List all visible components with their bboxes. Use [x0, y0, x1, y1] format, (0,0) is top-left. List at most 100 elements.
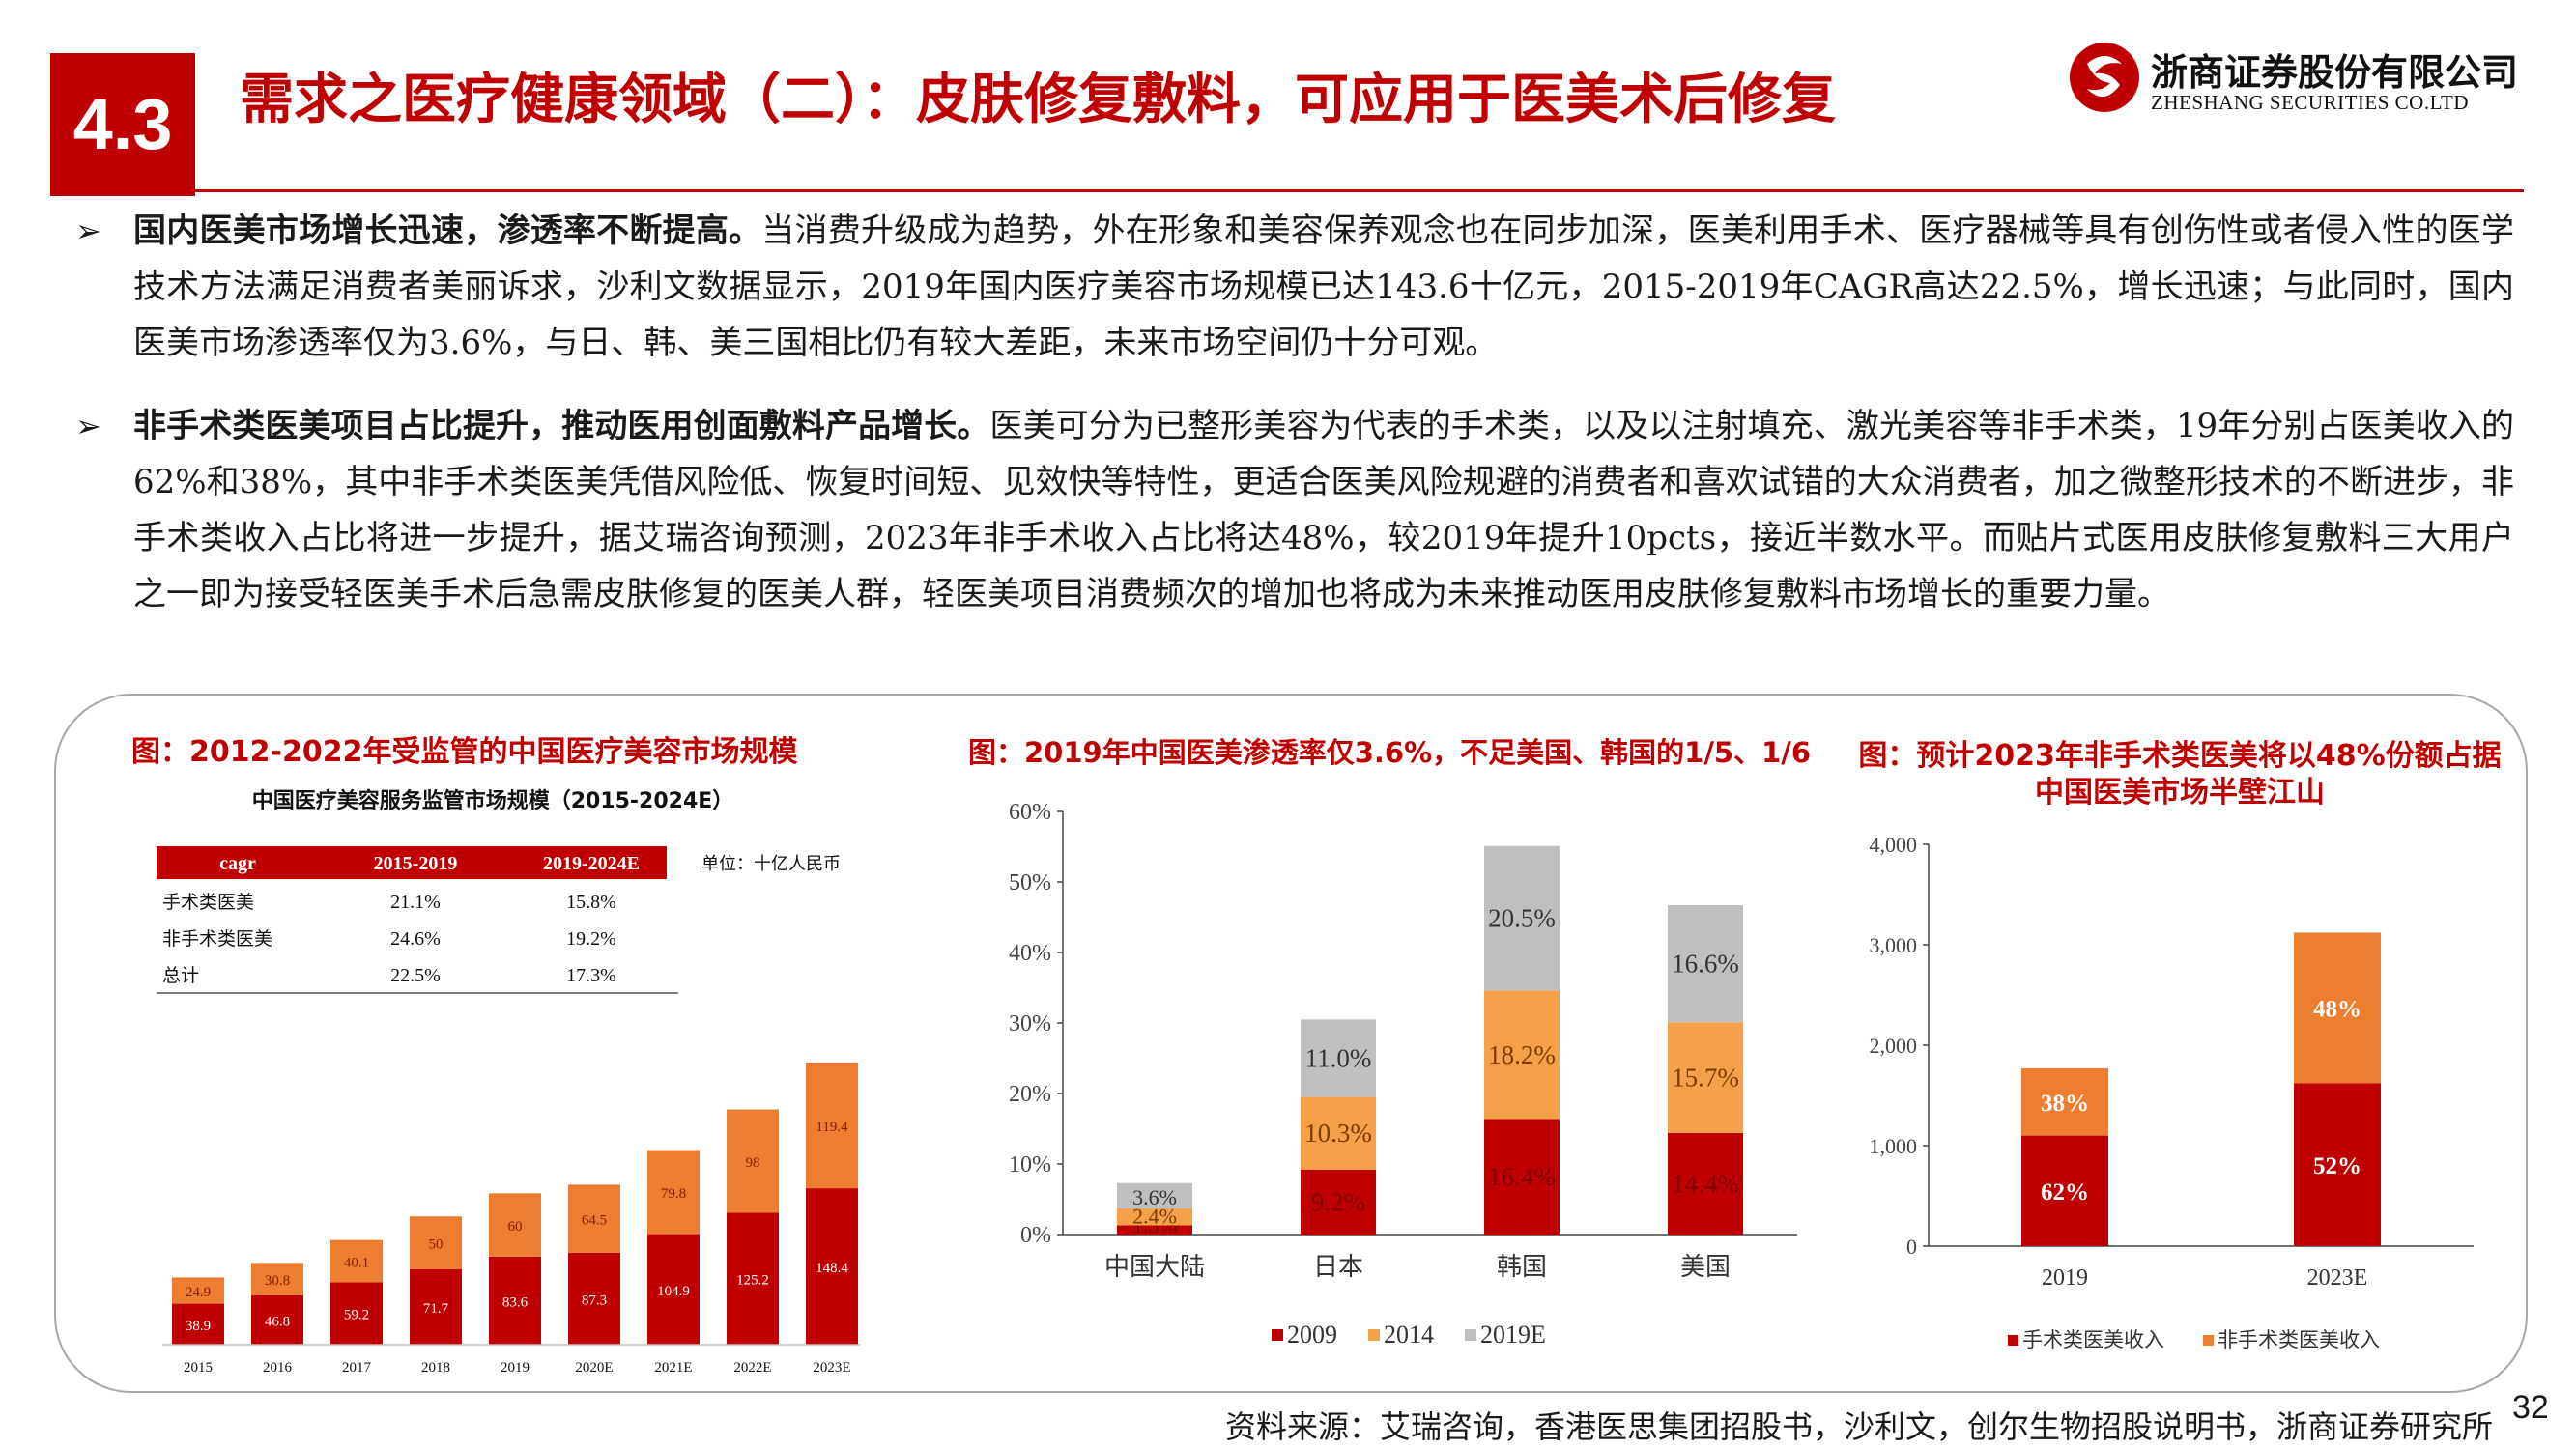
figure-1-caption: 图：2012-2022年受监管的中国医疗美容市场规模: [131, 735, 798, 769]
x-tick-label: 2018: [421, 1360, 450, 1376]
bar-2014: [1668, 1022, 1743, 1133]
bar-non-surgical: [330, 1239, 383, 1283]
bar-value-label: 20.5%: [1488, 904, 1556, 933]
x-tick-label: 2019: [501, 1360, 530, 1376]
bar-value-label: 104.9: [657, 1284, 690, 1299]
source-note: 资料来源：艾瑞咨询，香港医思集团招股书，沙利文，创尔生物招股说明书，浙商证券研究…: [1224, 1408, 2493, 1445]
y-tick-label: 40%: [1009, 941, 1051, 966]
bar-surgical: [251, 1294, 303, 1345]
x-tick-label: 日本: [1313, 1253, 1363, 1282]
legend-swatch-手术类医美收入: [2008, 1335, 2018, 1346]
bar-value-label: 62%: [2041, 1179, 2089, 1206]
y-tick-label: 3,000: [1870, 933, 1918, 957]
x-tick-label: 2017: [342, 1360, 372, 1376]
x-tick-label: 美国: [1680, 1253, 1731, 1282]
figure-3-caption-line1: 图：预计2023年非手术类医美将以48%份额占据: [1858, 739, 2502, 773]
bar-value-label: 24.9: [186, 1285, 211, 1300]
cagr-table-cell: 手术类医美: [162, 892, 254, 913]
figure-3-caption-line2: 中国医美市场半壁江山: [2035, 776, 2325, 810]
legend-label: 非手术类医美收入: [2218, 1328, 2380, 1351]
legend-swatch-非手术类医美收入: [2203, 1335, 2214, 1346]
figures-panel: [54, 694, 2528, 1393]
bar-手术类医美收入: [2021, 1135, 2108, 1246]
x-tick-label: 2015: [184, 1360, 213, 1376]
x-tick-label: 2022E: [733, 1360, 771, 1376]
bar-value-label: 60: [508, 1219, 523, 1235]
legend-swatch-2009: [1272, 1329, 1283, 1341]
y-tick-label: 1,000: [1870, 1134, 1918, 1158]
y-tick-label: 50%: [1009, 870, 1051, 895]
company-logo-icon: [2070, 43, 2139, 112]
paragraph-market-growth: ➢ 国内医美市场增长迅速，渗透率不断提高。当消费升级成为趋势，外在形象和美容保养…: [75, 203, 2514, 371]
legend-label: 2019E: [1480, 1321, 1546, 1349]
bullet-arrow-icon: ➢: [75, 213, 101, 249]
bar-value-label: 15.7%: [1672, 1064, 1739, 1093]
company-name-cn: 浙商证券股份有限公司: [2151, 50, 2519, 94]
y-tick-label: 0: [1906, 1235, 1917, 1259]
y-tick-label: 10%: [1009, 1152, 1051, 1178]
bar-value-label: 119.4: [816, 1120, 848, 1135]
bar-value-label: 50: [429, 1237, 444, 1253]
bar-value-label: 9.2%: [1311, 1187, 1365, 1216]
y-tick-label: 60%: [1009, 800, 1051, 825]
bar-2019E: [1117, 1182, 1192, 1208]
bar-value-label: 148.4: [816, 1261, 848, 1276]
y-tick-label: 4,000: [1870, 833, 1918, 857]
bullet-arrow-icon: ➢: [75, 408, 101, 444]
x-tick-label: 2023E: [813, 1360, 850, 1376]
paragraph-lead: 国内医美市场增长迅速，渗透率不断提高。: [133, 212, 762, 250]
bar-surgical: [647, 1234, 700, 1345]
bar-2009: [1117, 1225, 1192, 1235]
bar-2009: [1301, 1169, 1376, 1235]
bar-surgical: [568, 1252, 620, 1345]
x-tick-label: 中国大陆: [1104, 1253, 1205, 1282]
paragraph-non-surgical: ➢ 非手术类医美项目占比提升，推动医用创面敷料产品增长。医美可分为已整形美容为代…: [75, 398, 2514, 622]
bar-non-surgical: [647, 1150, 700, 1235]
bar-2019E: [1668, 905, 1743, 1023]
cagr-table-cell: 24.6%: [390, 928, 441, 950]
bar-surgical: [410, 1268, 462, 1345]
bar-value-label: 52%: [2313, 1153, 2361, 1179]
bar-non-surgical: [410, 1216, 462, 1269]
bar-value-label: 125.2: [736, 1273, 769, 1289]
page-number: 32: [2512, 1389, 2549, 1426]
cagr-table-cell: 21.1%: [390, 892, 441, 913]
bar-non-surgical: [568, 1184, 620, 1253]
bar-non-surgical: [172, 1277, 224, 1304]
bar-2019E: [1484, 845, 1560, 991]
chart-1-market-size: 中国医疗美容服务监管市场规模（2015-2024E） cagr 2015-201…: [157, 788, 860, 1376]
bar-value-label: 16.6%: [1672, 950, 1739, 979]
bar-non-surgical: [251, 1263, 303, 1295]
bar-value-label: 64.5: [582, 1213, 607, 1229]
bar-surgical: [330, 1282, 383, 1345]
chart-3-surgical-vs-nonsurgical: 0 1,000 2,000 3,000 4,000 62% 38% 2019 52% 48% 20…: [1870, 833, 2474, 1351]
x-tick-label: 2016: [263, 1360, 293, 1376]
bar-2009: [1668, 1132, 1743, 1235]
company-name-en: ZHESHANG SECURITIES CO.LTD: [2151, 91, 2469, 114]
paragraph-body: 医美可分为已整形美容为代表的手术类，以及以注射填充、激光美容等非手术类，19年分…: [133, 407, 2514, 613]
bar-2009: [1484, 1119, 1560, 1235]
x-tick-label: 2020E: [575, 1360, 613, 1376]
cagr-table-cell: 17.3%: [566, 965, 616, 986]
bar-value-label: 71.7: [423, 1301, 449, 1317]
bar-non-surgical: [727, 1109, 779, 1213]
cagr-table-cell: 22.5%: [390, 965, 441, 986]
bar-value-label: 87.3: [582, 1293, 607, 1308]
y-tick-label: 20%: [1009, 1082, 1051, 1107]
legend-label: 2009: [1287, 1321, 1337, 1349]
paragraph-body: 当消费升级成为趋势，外在形象和美容保养观念也在同步加深，医美利用手术、医疗器械等…: [133, 212, 2514, 362]
cagr-table-header: 2015-2019: [374, 853, 458, 874]
bar-surgical: [489, 1256, 541, 1345]
cagr-table-unit: 单位：十亿人民币: [701, 854, 841, 874]
bar-value-label: 98: [746, 1155, 760, 1171]
x-tick-label: 韩国: [1497, 1253, 1547, 1282]
chart-1-title: 中国医疗美容服务监管市场规模（2015-2024E）: [252, 788, 734, 813]
bar-非手术类医美收入: [2294, 932, 2381, 1084]
x-tick-label: 2023E: [2307, 1265, 2368, 1291]
bar-value-label: 30.8: [265, 1273, 290, 1289]
bar-value-label: 83.6: [502, 1294, 529, 1310]
bar-surgical: [727, 1212, 779, 1345]
bar-value-label: 18.2%: [1488, 1040, 1556, 1069]
bar-2014: [1117, 1208, 1192, 1226]
bar-non-surgical: [489, 1193, 541, 1257]
